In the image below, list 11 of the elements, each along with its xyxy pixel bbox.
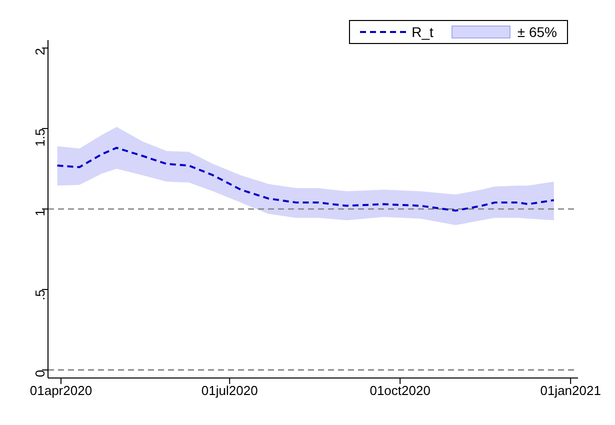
y-tick-label: 2 — [32, 48, 48, 56]
legend-label: R_t — [412, 24, 434, 40]
x-tick-label: 01apr2020 — [30, 383, 92, 398]
x-tick-label: 01jul2020 — [201, 383, 258, 398]
y-tick-label: 1 — [32, 209, 48, 216]
y-tick-label: 0 — [32, 370, 48, 378]
x-tick-label: 01oct2020 — [370, 383, 430, 398]
text: ± 65% — [517, 24, 557, 40]
y-tick-label: .5 — [32, 289, 48, 300]
x-tick-label: 01jan2021 — [540, 383, 601, 398]
y-tick-label: 1.5 — [32, 128, 48, 147]
